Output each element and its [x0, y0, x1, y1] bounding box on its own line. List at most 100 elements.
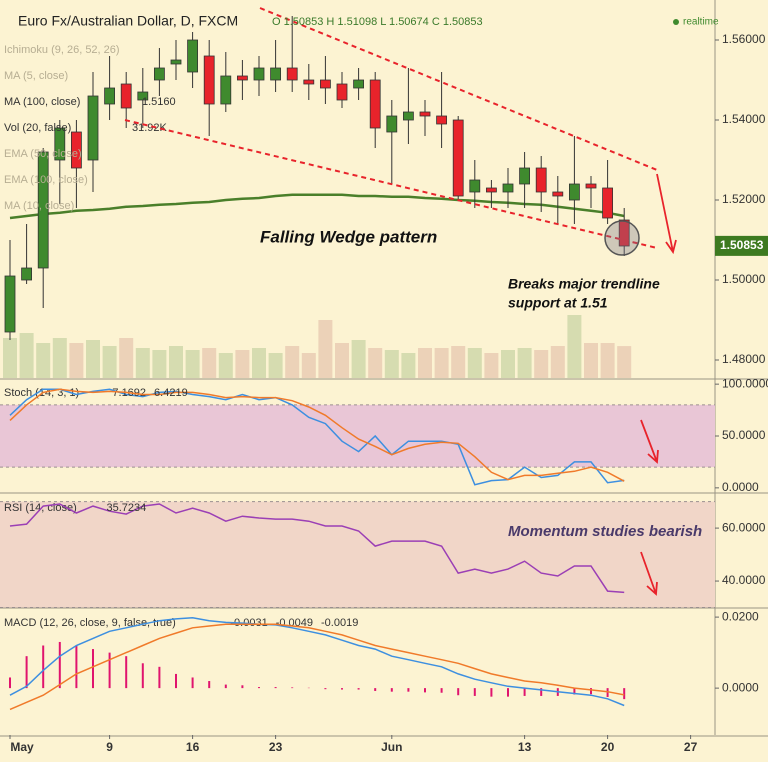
last-price-box [715, 235, 768, 256]
y-tick-label: 0.0000 [722, 680, 759, 694]
x-tick-label: 23 [269, 740, 283, 754]
pattern-annotation: Falling Wedge pattern [260, 227, 437, 246]
candle-body [4, 275, 16, 333]
candle-body [203, 55, 215, 105]
x-tick-label: 16 [186, 740, 200, 754]
candle-body [303, 79, 315, 85]
status: realtime [683, 17, 719, 28]
volume-bar [617, 346, 632, 378]
y-tick-label: 40.0000 [722, 573, 766, 587]
break-annotation: support at 1.51 [508, 295, 608, 311]
indicator-label: EMA (100, close) [4, 174, 88, 186]
candle-body [236, 75, 248, 81]
band [0, 501, 715, 608]
y-tick-label: 1.50000 [722, 272, 766, 286]
marks-layer: Ichimoku (9, 26, 52, 26) MA (5, close) MA … [4, 16, 768, 754]
volume-bar [36, 343, 51, 378]
x-tick-label: 9 [106, 740, 113, 754]
candle-body [386, 115, 398, 133]
y-tick-label: 50.0000 [722, 428, 766, 442]
indicator-label: MA (100, close) [4, 96, 80, 108]
candle-body [104, 87, 115, 105]
candle-body [552, 191, 564, 197]
volume-bar [119, 338, 134, 378]
candle-body [469, 179, 481, 193]
chart-title: Euro Fx/Australian Dollar, D, FXCM [18, 13, 238, 29]
candle-body [54, 127, 66, 161]
indicator-value: 31.92K [132, 122, 168, 134]
candle-body [286, 67, 298, 81]
volume-bar [517, 348, 532, 378]
volume-bar [86, 340, 100, 378]
volume-bar [102, 346, 117, 378]
y-tick-label: 100.0000 [722, 376, 768, 390]
volume-bar [418, 348, 432, 378]
x-tick-label: 27 [684, 740, 698, 754]
volume-bar [335, 343, 349, 378]
legend-value: 35.7234 [107, 502, 147, 514]
series-line [9, 623, 625, 711]
volume-bar [235, 350, 250, 378]
volume-bar [52, 338, 67, 378]
volume-bar [169, 346, 183, 378]
price-arrow [656, 173, 677, 255]
volume-bar [3, 338, 17, 378]
indicator-value: 1.5160 [142, 96, 176, 108]
volume-bar [185, 350, 200, 378]
volume-bar [384, 350, 399, 378]
candle-body [137, 91, 149, 101]
y-tick-label: 1.54000 [722, 112, 766, 126]
volume-bar [501, 350, 515, 378]
volume-bar [401, 353, 416, 378]
volume-bar [252, 348, 266, 378]
x-tick-label: May [10, 740, 34, 754]
volume-bar [202, 348, 217, 378]
indicator-label: MA (10, close) [4, 200, 74, 212]
volume-bar [69, 343, 84, 378]
status-dot [673, 19, 679, 25]
candle-body [402, 111, 414, 121]
arrows [640, 173, 677, 596]
volume-bar [484, 353, 499, 378]
volume-bar [152, 350, 167, 378]
volume-bar [318, 320, 333, 378]
candle-body [485, 187, 497, 193]
x-tick-label: 13 [518, 740, 532, 754]
legend-value: -0.0019 [321, 617, 358, 629]
volume-bar [534, 350, 549, 378]
candle-body [120, 83, 132, 109]
candle-body [37, 151, 49, 269]
candle-body [170, 59, 182, 65]
indicator-label: Ichimoku (9, 26, 52, 26) [4, 44, 120, 56]
indicator-label: MA (5, close) [4, 70, 68, 82]
candle-body [436, 115, 448, 125]
y-tick-label: 1.48000 [722, 352, 766, 366]
candle-body [71, 131, 82, 169]
candle-body [452, 119, 464, 197]
candle-body [336, 83, 348, 101]
candle-body [87, 95, 99, 161]
volume-bar [600, 343, 615, 378]
series-line [9, 617, 625, 707]
x-tick-label: Jun [381, 740, 402, 754]
candle-body [502, 183, 514, 193]
indicator-label: EMA (50, close) [4, 148, 82, 160]
y-tick-label: 0.0200 [722, 609, 759, 623]
volume-bar [218, 353, 233, 378]
y-tick-label: 1.52000 [722, 192, 766, 206]
candle-body [153, 67, 165, 81]
indicator-label: Vol (20, false) [4, 122, 71, 134]
breakout-circle [604, 220, 640, 256]
candle-body [519, 167, 530, 185]
lower-trendline [124, 119, 658, 249]
candle-body [585, 183, 597, 189]
series-line [9, 503, 625, 594]
volume-bar [567, 315, 582, 378]
candle-body [419, 111, 431, 117]
rsi-annotation: Momentum studies bearish [508, 523, 702, 540]
volume-bar [301, 353, 316, 378]
series-line [9, 193, 625, 220]
candle-body [319, 79, 331, 89]
